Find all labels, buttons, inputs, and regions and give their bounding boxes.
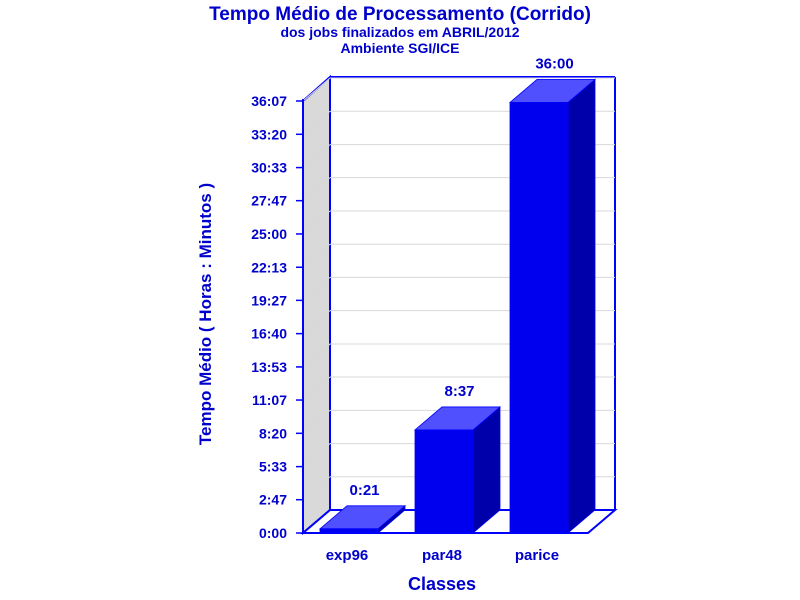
y-tick-label: 11:07	[252, 392, 287, 408]
data-label: 0:21	[349, 482, 379, 499]
wall-gridline	[302, 310, 331, 335]
x-tick-label: par48	[422, 547, 462, 564]
y-axis-label: Tempo Médio ( Horas : Minutos )	[196, 183, 215, 445]
wall-gridline	[302, 443, 331, 467]
wall-gridline	[302, 177, 331, 202]
wall-gridline	[302, 376, 331, 401]
wall-gridline	[302, 276, 331, 301]
y-tick-label: 25:00	[251, 226, 287, 242]
bar-front	[509, 101, 569, 534]
wall-gridline	[302, 476, 331, 501]
y-tick-label: 19:27	[251, 292, 287, 308]
bar-exp96: 0:21	[318, 482, 407, 534]
y-tick-label: 2:47	[259, 492, 287, 508]
x-tick-label: exp96	[326, 547, 369, 564]
y-tick-label: 33:20	[251, 126, 287, 142]
x-tick-label: parice	[515, 547, 559, 564]
y-tick-label: 30:33	[251, 160, 287, 176]
data-label: 8:37	[444, 383, 474, 400]
bar-parice: 36:00	[508, 55, 597, 534]
y-tick-label: 36:07	[251, 93, 287, 109]
bars: 0:21 8:37 36:00	[318, 55, 597, 534]
chart-subtitle-2: Ambiente SGI/ICE	[340, 40, 459, 56]
wall-gridline	[302, 144, 331, 168]
wall-gridline	[302, 110, 331, 135]
y-axis: 0:00 2:47 5:33 8:20 11:07 13:53 16:40 19:27 22:1…	[251, 93, 304, 541]
y-tick-label: 8:20	[259, 425, 287, 441]
wall-gridline	[302, 409, 331, 434]
y-tick-label: 5:33	[259, 459, 287, 475]
bar-side	[567, 78, 596, 534]
wall-gridline	[302, 210, 331, 235]
bar-par48: 8:37	[413, 383, 502, 534]
x-axis-label: Classes	[408, 574, 476, 594]
y-tick-label: 0:00	[259, 525, 287, 541]
wall-gridline	[302, 77, 331, 102]
x-axis: exp96 par48 parice	[303, 532, 588, 564]
y-tick-label: 27:47	[251, 193, 287, 209]
chart-title: Tempo Médio de Processamento (Corrido)	[209, 4, 591, 25]
wall-gridline	[302, 243, 331, 268]
y-tick-label: 16:40	[251, 326, 287, 342]
chart-subtitle-1: dos jobs finalizados em ABRIL/2012	[280, 24, 519, 40]
y-tick-label: 22:13	[251, 259, 287, 275]
bar-front	[414, 429, 474, 534]
data-label: 36:00	[535, 55, 573, 72]
y-tick-label: 13:53	[251, 359, 287, 375]
wall-gridline	[302, 343, 331, 368]
left-wall	[302, 74, 331, 536]
